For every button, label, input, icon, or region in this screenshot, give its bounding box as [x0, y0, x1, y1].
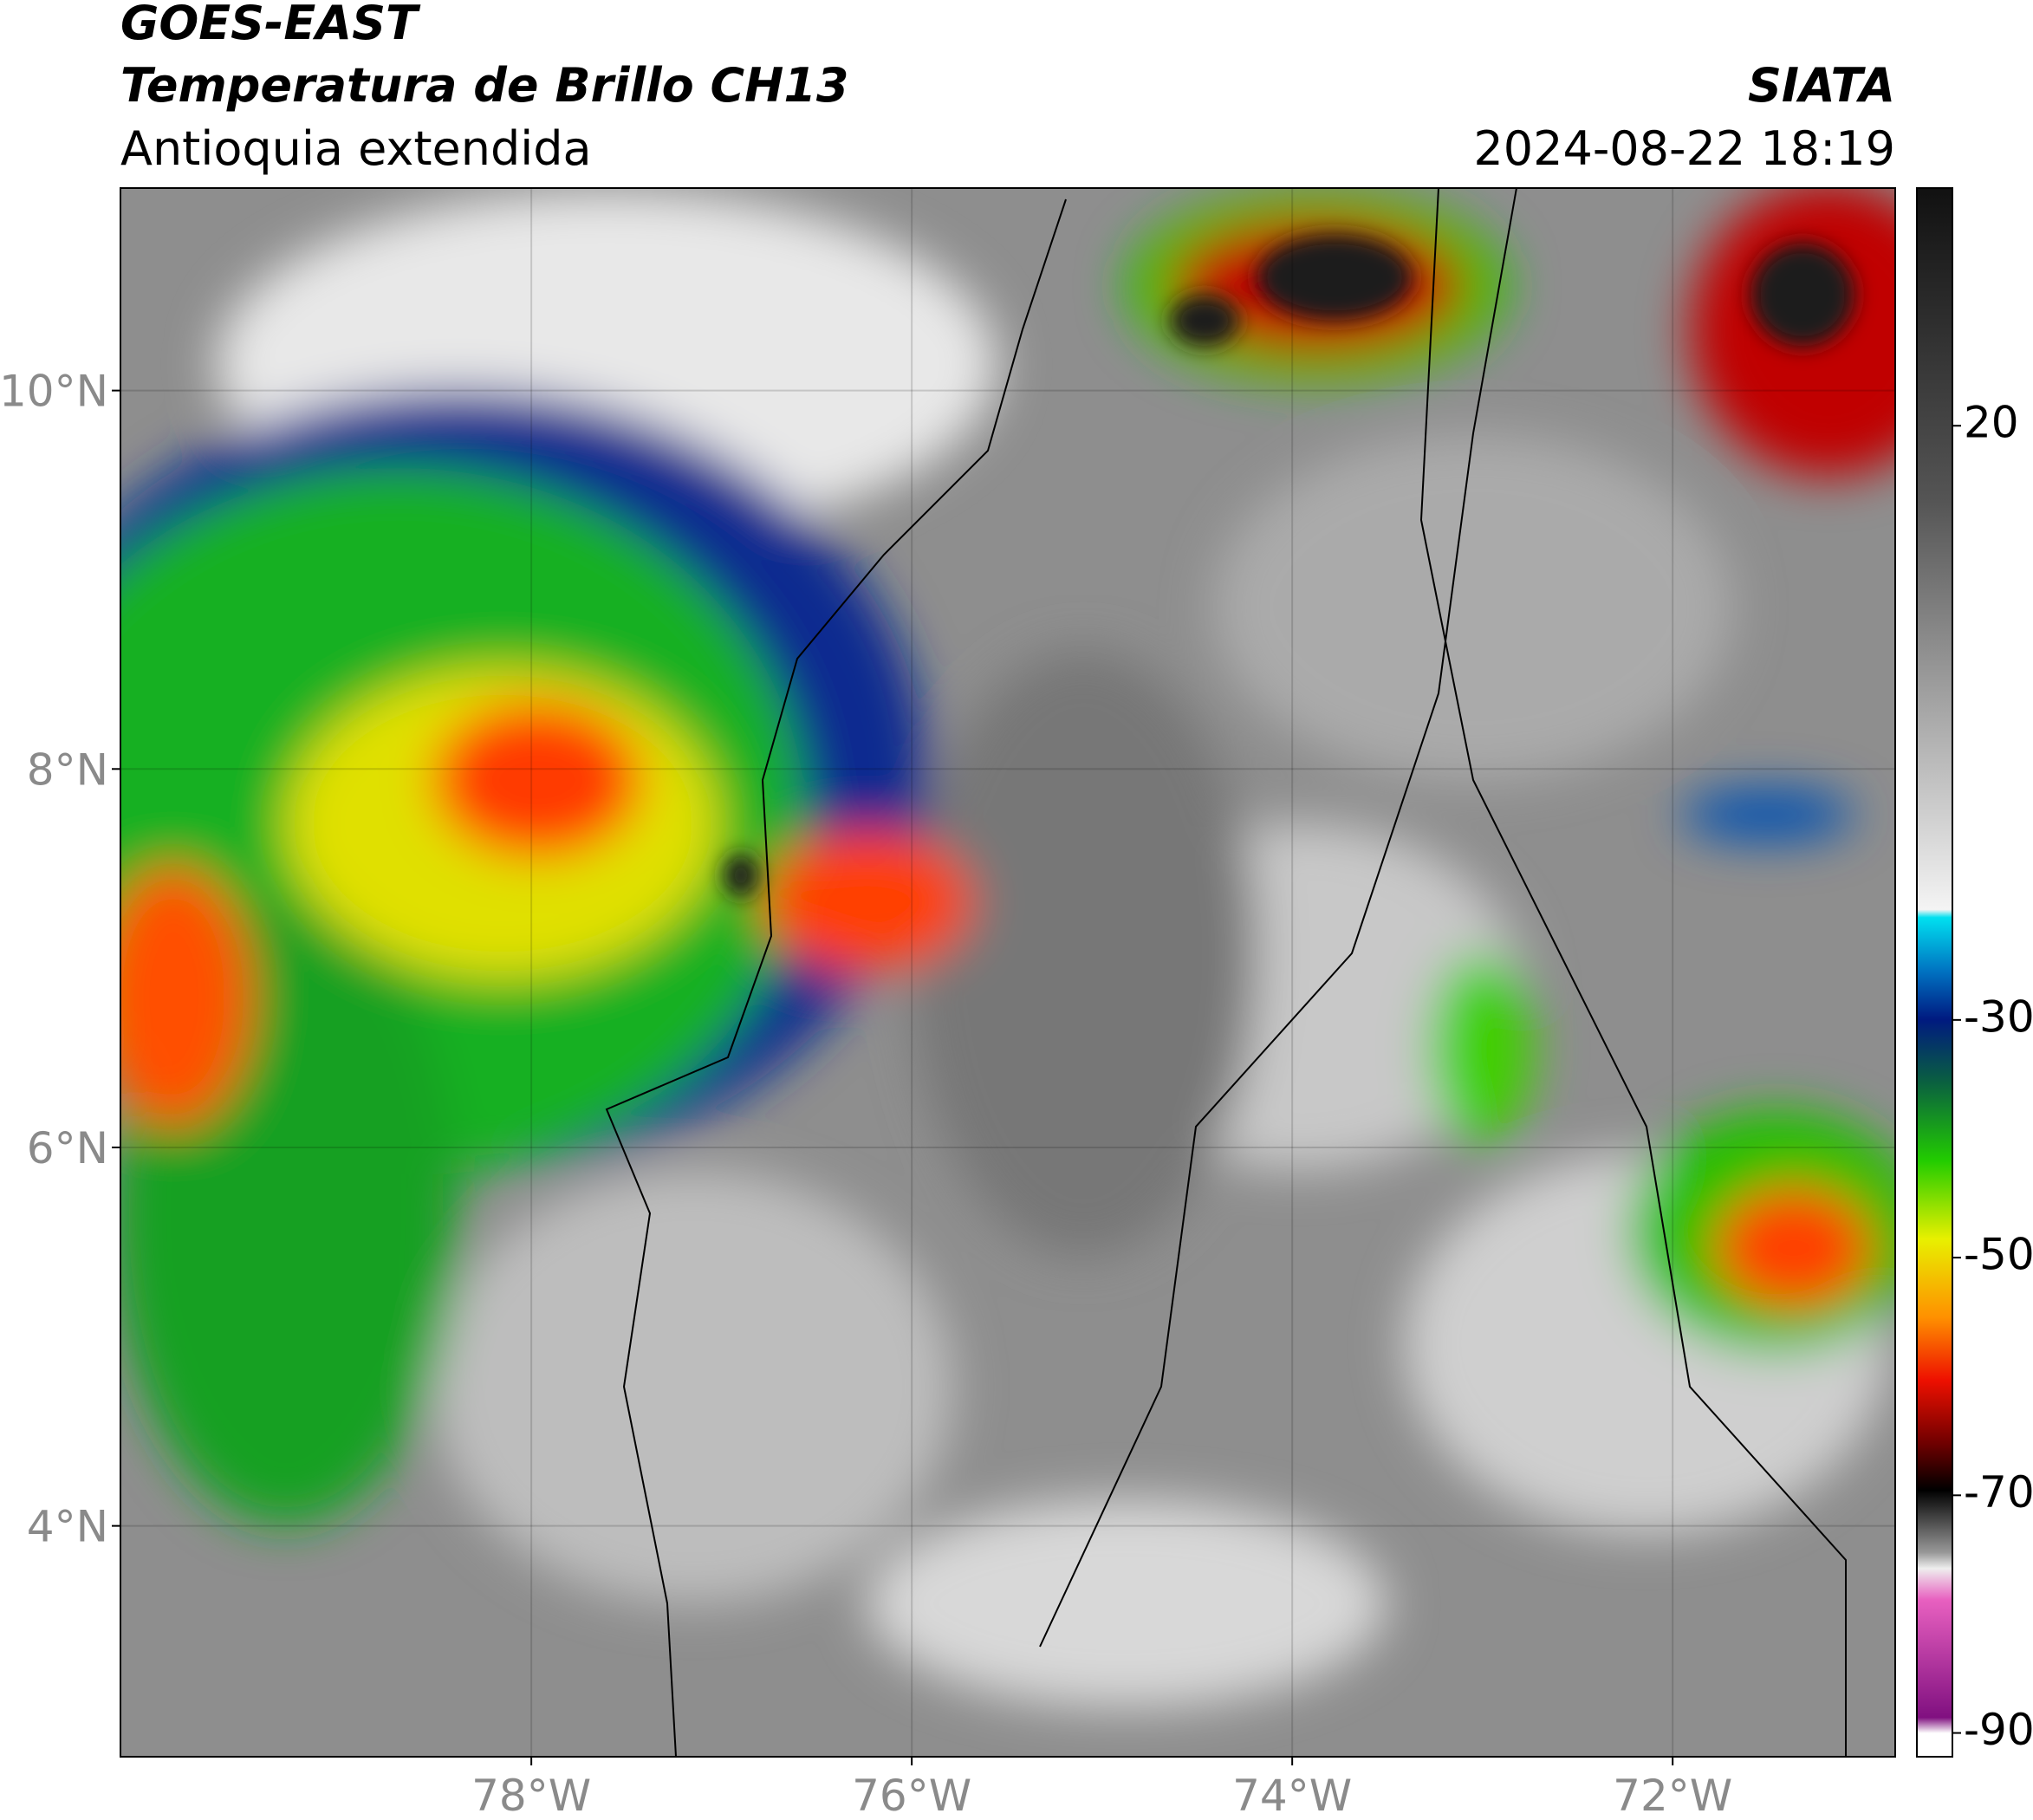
y-tick-label: 6°N [27, 1123, 108, 1173]
agency: SIATA [1748, 58, 1895, 113]
colorbar-tick-label: -30 [1964, 991, 2033, 1042]
colorbar [1916, 187, 1953, 1758]
datetime: 2024-08-22 18:19 [1473, 121, 1895, 176]
x-tick-label: 72°W [1613, 1771, 1732, 1820]
map-frame [120, 187, 1896, 1758]
colorbar-tick-label: -70 [1964, 1467, 2033, 1518]
satellite: GOES-EAST [120, 0, 421, 50]
colorbar-tick-label: -50 [1964, 1230, 2033, 1280]
satellite-image [120, 188, 1895, 1757]
colorbar-tick-label: 20 [1964, 398, 2019, 448]
region: Antioquia extendida [120, 121, 592, 176]
y-tick-label: 8°N [27, 744, 108, 795]
grid [120, 188, 1895, 1757]
colorbar-tick-label: -90 [1964, 1705, 2033, 1755]
y-tick-label: 10°N [0, 367, 108, 417]
x-tick-label: 74°W [1232, 1771, 1352, 1820]
x-tick-label: 76°W [852, 1771, 971, 1820]
product: Temperatura de Brillo CH13 [120, 58, 849, 113]
y-tick-label: 4°N [27, 1502, 108, 1552]
x-tick-label: 78°W [471, 1771, 591, 1820]
